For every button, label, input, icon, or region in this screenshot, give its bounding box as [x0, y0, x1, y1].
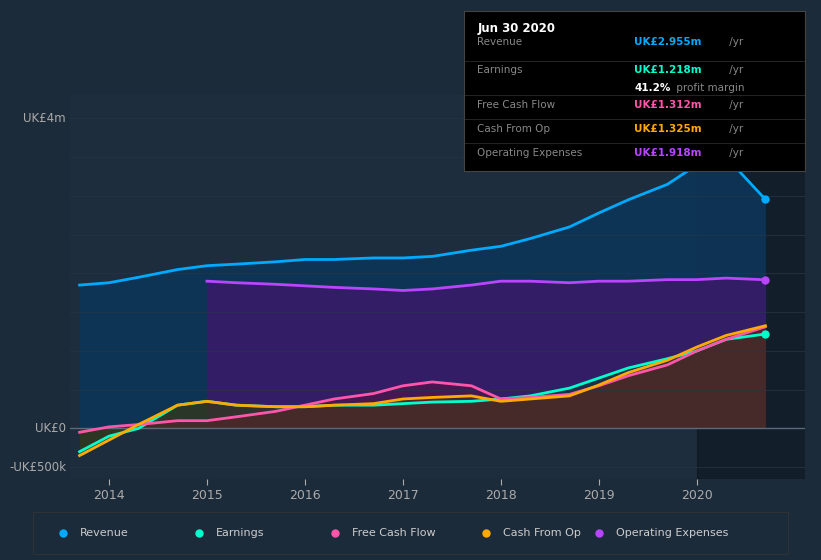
Text: /yr: /yr — [727, 148, 744, 158]
Text: /yr: /yr — [727, 36, 744, 46]
Text: UK£0: UK£0 — [35, 422, 67, 435]
Text: /yr: /yr — [727, 124, 744, 134]
Text: Cash From Op: Cash From Op — [478, 124, 551, 134]
Text: UK£2.955m: UK£2.955m — [635, 36, 702, 46]
Bar — [697, 95, 821, 479]
Text: UK£1.218m: UK£1.218m — [635, 66, 702, 75]
Text: /yr: /yr — [727, 66, 744, 75]
Text: Earnings: Earnings — [478, 66, 523, 75]
Text: Jun 30 2020: Jun 30 2020 — [478, 22, 556, 35]
Text: Revenue: Revenue — [478, 36, 523, 46]
Text: profit margin: profit margin — [673, 83, 745, 93]
Text: UK£4m: UK£4m — [24, 112, 67, 125]
Text: -UK£500k: -UK£500k — [9, 461, 67, 474]
Text: UK£1.312m: UK£1.312m — [635, 100, 702, 110]
Text: /yr: /yr — [727, 100, 744, 110]
Text: Revenue: Revenue — [80, 529, 128, 538]
Text: Free Cash Flow: Free Cash Flow — [478, 100, 556, 110]
Text: Operating Expenses: Operating Expenses — [616, 529, 728, 538]
Text: Earnings: Earnings — [216, 529, 264, 538]
Text: UK£1.918m: UK£1.918m — [635, 148, 702, 158]
Text: Cash From Op: Cash From Op — [502, 529, 580, 538]
Text: Operating Expenses: Operating Expenses — [478, 148, 583, 158]
Text: Free Cash Flow: Free Cash Flow — [351, 529, 435, 538]
Text: UK£1.325m: UK£1.325m — [635, 124, 702, 134]
Text: 41.2%: 41.2% — [635, 83, 671, 93]
